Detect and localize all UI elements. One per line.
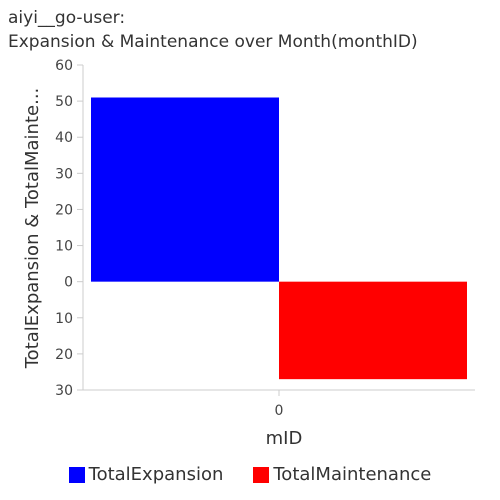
legend-label: TotalExpansion — [88, 464, 224, 485]
legend-label: TotalMaintenance — [273, 464, 432, 485]
y-tick-label: 30 — [55, 383, 73, 399]
y-tick-label: 40 — [55, 130, 73, 146]
x-ticks: 0 — [275, 390, 284, 419]
legend-item-totalmaintenance[interactable]: TotalMaintenance — [253, 464, 431, 485]
y-tick-label: 30 — [55, 166, 73, 182]
y-ticks: 60 50 40 30 20 10 0 10 20 30 — [55, 58, 83, 399]
y-tick-label: 0 — [64, 275, 73, 291]
chart-title: aiyi__go-user: Expansion & Maintenance o… — [8, 6, 418, 54]
y-tick-label: 20 — [55, 202, 73, 218]
bars — [91, 97, 467, 380]
bar-totalmaintenance — [279, 281, 467, 380]
y-tick-label: 60 — [55, 58, 73, 74]
bar-totalexpansion — [91, 97, 279, 282]
legend-swatch — [68, 466, 85, 483]
x-tick-label: 0 — [275, 403, 284, 419]
y-tick-label: 10 — [55, 239, 73, 255]
legend-item-totalexpansion[interactable]: TotalExpansion — [68, 464, 224, 485]
x-axis-title: mID — [266, 428, 303, 449]
legend: TotalExpansion TotalMaintenance — [0, 464, 500, 485]
y-axis-title: TotalExpansion & TotalMainte... — [22, 88, 43, 370]
y-tick-label: 20 — [55, 347, 73, 363]
y-tick-label: 50 — [55, 94, 73, 110]
y-tick-label: 10 — [55, 311, 73, 327]
chart-title-line-1: aiyi__go-user: — [8, 8, 126, 28]
chart-title-line-2: Expansion & Maintenance over Month(month… — [8, 32, 418, 52]
legend-swatch — [253, 466, 270, 483]
